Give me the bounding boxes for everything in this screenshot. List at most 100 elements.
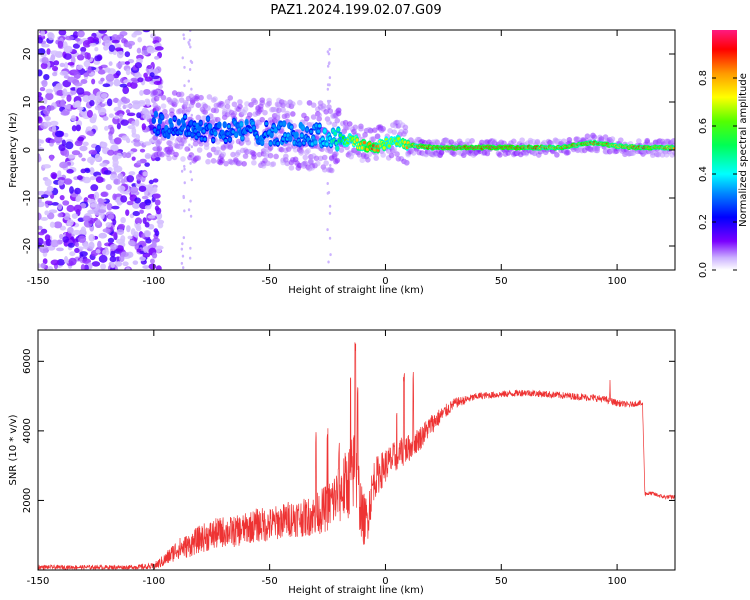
spectrogram-ridge-core — [181, 118, 185, 123]
spectrogram-noise-blob — [149, 258, 155, 264]
spectrogram-noise-blob — [112, 159, 119, 166]
spectrogram-halo — [302, 160, 309, 167]
spectrogram-halo — [298, 150, 304, 156]
spectrogram-noise-blob — [72, 229, 82, 236]
spectrogram-noise-blob — [46, 212, 55, 220]
spectrogram-noise-blob — [50, 259, 60, 266]
spectrogram-noise-blob — [116, 228, 125, 235]
spectrogram-ridge-core — [387, 144, 391, 148]
spectrogram-halo — [370, 136, 377, 142]
spectrogram-halo — [327, 108, 334, 114]
spectrogram-halo — [510, 138, 517, 145]
spectrogram-noise-blob — [95, 176, 104, 183]
spectrogram-noise-blob — [44, 210, 50, 216]
spectrogram-noise-blob — [65, 104, 71, 110]
spectrogram-noise-blob — [43, 121, 52, 127]
spectrogram-noise-blob — [43, 108, 51, 116]
spectrogram-noise-blob — [89, 99, 95, 107]
spectrogram-halo — [182, 99, 189, 106]
spectrogram-noise-blob — [57, 179, 64, 186]
spectrogram-noise-blob — [91, 261, 101, 267]
spectrogram-halo — [160, 103, 167, 109]
spectrogram-ridge-core — [224, 138, 228, 143]
spectrogram-halo — [210, 158, 217, 164]
spectrogram-halo — [276, 107, 282, 114]
spectrogram-speck — [180, 247, 184, 251]
spectrogram-noise-blob — [125, 209, 130, 217]
spectrogram-noise-blob — [108, 61, 113, 66]
spectrogram-noise-blob — [83, 243, 89, 250]
spectrogram-halo — [367, 127, 374, 134]
spectrogram-ridge-core — [255, 135, 259, 139]
colorbar-label: Normalized spectral amplitude — [738, 73, 749, 227]
spectrogram-noise-blob — [94, 105, 102, 111]
spectrogram-speck — [328, 211, 332, 215]
spectrogram-ridge-core — [313, 140, 317, 145]
spectrogram-noise-blob — [100, 263, 107, 270]
spectrogram-noise-blob — [145, 238, 152, 244]
spectrogram-noise-blob — [78, 235, 87, 243]
spectrogram-speck — [183, 164, 186, 168]
spectrogram-ridge-core — [305, 127, 309, 132]
spectrogram-speck — [189, 45, 192, 49]
spectrogram-noise-blob — [44, 178, 52, 187]
spectrogram-halo — [290, 101, 296, 107]
spectrogram-noise-blob — [104, 67, 111, 73]
snr-xtick-label: -50 — [261, 576, 277, 587]
spectrogram-noise-blob — [86, 130, 94, 136]
spectrogram-halo — [241, 161, 247, 167]
spectrogram-halo — [270, 161, 277, 167]
spectrogram-noise-blob — [38, 91, 42, 97]
spectrogram-noise-blob — [63, 53, 72, 60]
spectrogram-noise-blob — [42, 258, 48, 265]
spectrogram-noise-blob — [151, 240, 157, 249]
spectrogram-ridge-core — [336, 127, 340, 132]
spectrogram-speck — [327, 190, 331, 194]
spectrogram-ridge-core — [251, 121, 255, 126]
spectrogram-noise-blob — [124, 61, 130, 65]
spectrogram-noise-blob — [80, 264, 86, 270]
spectrogram-halo — [565, 149, 571, 156]
spectrogram-halo — [313, 155, 320, 162]
spectrogram-noise-blob — [120, 216, 126, 224]
spectrogram-noise-blob — [68, 257, 77, 266]
spectrogram-noise-blob — [38, 48, 46, 55]
spectrogram-noise-blob — [116, 62, 123, 69]
spectrogram-halo — [206, 94, 213, 100]
spectrogram-halo — [310, 102, 317, 108]
snr-frame — [37, 329, 676, 571]
spectrogram-ridge-core — [279, 122, 283, 126]
spectrogram-noise-blob — [57, 40, 64, 49]
spectrogram-ridge-core — [193, 129, 198, 133]
spectrogram-halo — [402, 124, 409, 131]
spectrogram-ridge-core — [244, 120, 249, 125]
spectrogram-noise-blob — [131, 104, 138, 109]
spectrogram-noise-blob — [117, 185, 126, 192]
spectrogram-noise-blob — [154, 55, 160, 60]
spectrogram-noise-blob — [127, 235, 133, 240]
spectrogram-noise-blob — [143, 246, 148, 253]
spectrogram-noise-blob — [65, 141, 74, 150]
spectrogram-noise-blob — [142, 171, 148, 177]
spectrogram-noise-blob — [41, 79, 48, 88]
spectrogram-noise-blob — [142, 217, 147, 224]
spectrogram-noise-blob — [136, 222, 141, 230]
spectrogram-halo — [326, 119, 332, 126]
spectrogram-noise-blob — [41, 43, 50, 48]
spectrogram-noise-blob — [121, 151, 127, 159]
spectrogram-noise-blob — [89, 42, 97, 47]
spectrogram-halo — [162, 108, 168, 115]
snr-series-line — [38, 342, 675, 570]
spectrogram-halo — [288, 165, 295, 171]
spectrogram-speck — [326, 87, 330, 91]
spectrogram-noise-blob — [102, 35, 111, 44]
spectrogram-noise-blob — [141, 107, 148, 115]
spectrogram-noise-blob — [107, 237, 115, 243]
spectrogram-noise-blob — [38, 237, 44, 245]
colorbar-tick-label: 0.6 — [698, 118, 709, 134]
spectrogram-ridge-core — [192, 122, 197, 126]
spectrogram-noise-blob — [103, 45, 109, 51]
spectrogram-ridge-core — [223, 122, 227, 127]
spectrogram-noise-blob — [49, 221, 56, 228]
spectrogram-ridge-core — [227, 124, 231, 129]
